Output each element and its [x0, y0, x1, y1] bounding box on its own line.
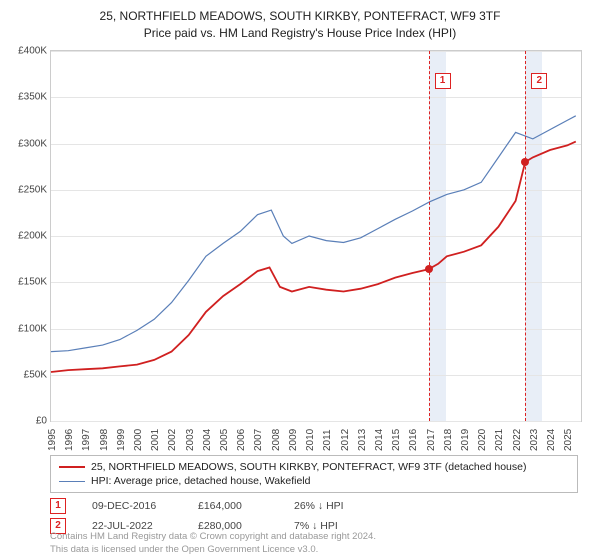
x-axis-label: 2003 [185, 429, 196, 451]
y-axis-label: £0 [36, 416, 47, 427]
legend-line-price [59, 466, 85, 468]
sale-dot [521, 158, 529, 166]
y-axis-label: £400K [18, 46, 47, 57]
sale-marker-box: 2 [531, 73, 547, 89]
sale-vline [429, 51, 430, 421]
legend-line-hpi [59, 481, 85, 482]
series-hpi [51, 116, 576, 352]
x-axis-label: 2022 [512, 429, 523, 451]
sale-marker-box: 1 [435, 73, 451, 89]
x-axis-label: 2016 [408, 429, 419, 451]
footer-line1: Contains HM Land Registry data © Crown c… [50, 531, 376, 543]
chart-svg [51, 51, 581, 421]
y-axis-label: £300K [18, 138, 47, 149]
legend-label-price: 25, NORTHFIELD MEADOWS, SOUTH KIRKBY, PO… [91, 461, 526, 473]
x-axis-label: 2019 [460, 429, 471, 451]
x-axis-label: 2001 [150, 429, 161, 451]
legend-label-hpi: HPI: Average price, detached house, Wake… [91, 475, 310, 487]
sale-dot [425, 265, 433, 273]
x-axis-label: 2000 [133, 429, 144, 451]
x-axis-label: 2010 [305, 429, 316, 451]
sale-price: £280,000 [198, 520, 268, 532]
x-axis-label: 2018 [443, 429, 454, 451]
footer-attribution: Contains HM Land Registry data © Crown c… [50, 531, 376, 556]
y-axis-label: £250K [18, 184, 47, 195]
x-axis-label: 2015 [391, 429, 402, 451]
x-axis-label: 2012 [340, 429, 351, 451]
gridline [51, 421, 581, 422]
y-axis-label: £50K [24, 369, 47, 380]
x-axis-label: 2020 [477, 429, 488, 451]
legend-box: 25, NORTHFIELD MEADOWS, SOUTH KIRKBY, PO… [50, 455, 578, 493]
x-axis-label: 1995 [47, 429, 58, 451]
sale-hpi-diff: 7% ↓ HPI [294, 520, 338, 532]
sale-date: 22-JUL-2022 [92, 520, 172, 532]
sale-hpi-diff: 26% ↓ HPI [294, 500, 344, 512]
chart-container: 25, NORTHFIELD MEADOWS, SOUTH KIRKBY, PO… [0, 0, 600, 560]
x-axis-label: 1998 [99, 429, 110, 451]
chart-plot-area: 12£0£50K£100K£150K£200K£250K£300K£350K£4… [50, 50, 582, 422]
x-axis-label: 1999 [116, 429, 127, 451]
x-axis-label: 2023 [529, 429, 540, 451]
sale-date: 09-DEC-2016 [92, 500, 172, 512]
x-axis-label: 2017 [426, 429, 437, 451]
legend-row-price: 25, NORTHFIELD MEADOWS, SOUTH KIRKBY, PO… [59, 460, 569, 474]
y-axis-label: £200K [18, 231, 47, 242]
sale-vline [525, 51, 526, 421]
table-row: 1 09-DEC-2016 £164,000 26% ↓ HPI [50, 498, 344, 514]
title-line1: 25, NORTHFIELD MEADOWS, SOUTH KIRKBY, PO… [0, 8, 600, 25]
x-axis-label: 2007 [253, 429, 264, 451]
x-axis-label: 2014 [374, 429, 385, 451]
chart-title-block: 25, NORTHFIELD MEADOWS, SOUTH KIRKBY, PO… [0, 0, 600, 42]
x-axis-label: 2002 [167, 429, 178, 451]
x-axis-label: 2013 [357, 429, 368, 451]
series-price_paid [51, 142, 576, 372]
footer-line2: This data is licensed under the Open Gov… [50, 544, 376, 556]
x-axis-label: 2004 [202, 429, 213, 451]
x-axis-label: 2008 [271, 429, 282, 451]
y-axis-label: £150K [18, 277, 47, 288]
sale-price: £164,000 [198, 500, 268, 512]
x-axis-label: 2009 [288, 429, 299, 451]
x-axis-label: 1996 [64, 429, 75, 451]
x-axis-label: 2005 [219, 429, 230, 451]
x-axis-label: 1997 [81, 429, 92, 451]
x-axis-label: 2021 [494, 429, 505, 451]
x-axis-label: 2025 [563, 429, 574, 451]
x-axis-label: 2006 [236, 429, 247, 451]
legend-row-hpi: HPI: Average price, detached house, Wake… [59, 474, 569, 488]
y-axis-label: £100K [18, 323, 47, 334]
y-axis-label: £350K [18, 92, 47, 103]
sale-marker-1: 1 [50, 498, 66, 514]
x-axis-label: 2024 [546, 429, 557, 451]
x-axis-label: 2011 [322, 429, 333, 451]
title-line2: Price paid vs. HM Land Registry's House … [0, 25, 600, 42]
